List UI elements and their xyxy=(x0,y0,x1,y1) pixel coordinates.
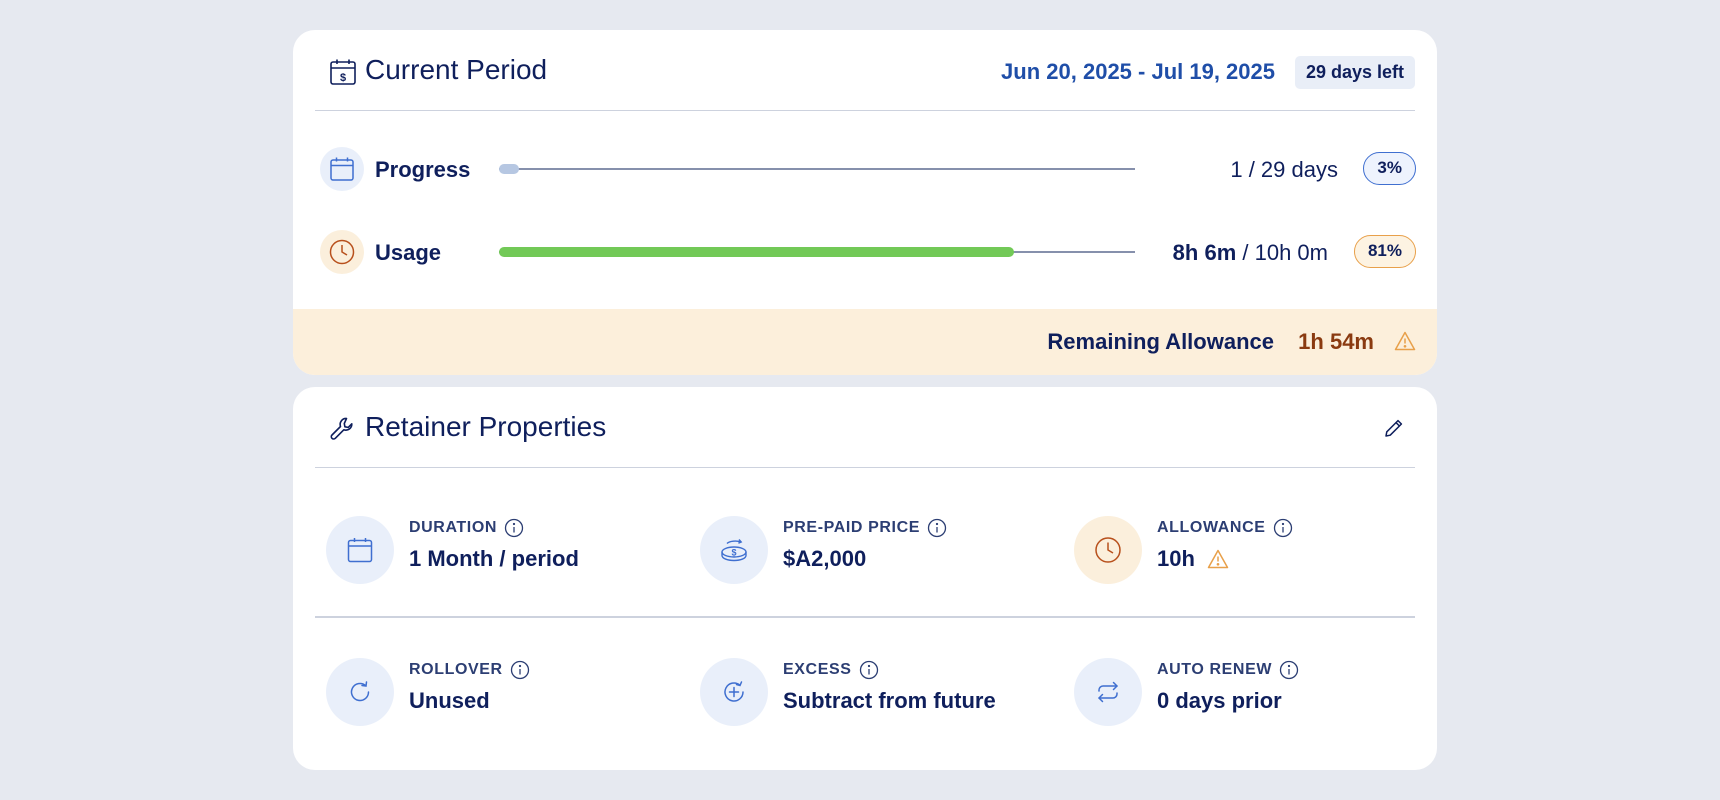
excess-value: Subtract from future xyxy=(783,688,996,713)
allowance-value-row: 10h xyxy=(1157,546,1229,572)
rollover-value: Unused xyxy=(409,688,490,713)
remaining-allowance-banner: Remaining Allowance 1h 54m xyxy=(293,309,1437,375)
period-date-range: Jun 20, 2025 - Jul 19, 2025 xyxy=(1001,59,1275,84)
info-icon[interactable] xyxy=(510,660,530,680)
usage-total: 10h 0m xyxy=(1254,240,1328,265)
property-prepaid-price: $ PRE-PAID PRICE $A2,000 xyxy=(700,516,1060,584)
svg-text:$: $ xyxy=(340,72,346,84)
retainer-properties-title: Retainer Properties xyxy=(365,411,607,442)
allowance-value: 10h xyxy=(1157,546,1195,571)
info-icon[interactable] xyxy=(859,660,879,680)
calendar-icon xyxy=(326,516,394,584)
info-icon[interactable] xyxy=(927,518,947,538)
property-rollover: ROLLOVER Unused xyxy=(326,658,686,726)
property-allowance: ALLOWANCE 10h xyxy=(1074,516,1434,584)
current-period-title: Current Period xyxy=(365,54,548,85)
excess-label: EXCESS xyxy=(783,661,852,678)
days-left-badge: 29 days left xyxy=(1294,56,1415,89)
info-icon[interactable] xyxy=(504,518,524,538)
progress-bar xyxy=(499,164,1135,174)
edit-pencil-icon[interactable] xyxy=(1381,415,1407,441)
info-icon[interactable] xyxy=(1273,518,1293,538)
wrench-icon xyxy=(330,417,353,440)
coins-icon: $ xyxy=(700,516,768,584)
calendar-dollar-icon: $ xyxy=(330,59,356,85)
usage-percent-badge: 81% xyxy=(1353,235,1416,268)
progress-bar-fill xyxy=(499,164,519,174)
property-label: ROLLOVER xyxy=(409,660,530,680)
allowance-label: ALLOWANCE xyxy=(1157,519,1266,536)
usage-row: Usage 8h 6m / 10h 0m 81% xyxy=(293,230,1437,274)
prepaid-price-label: PRE-PAID PRICE xyxy=(783,519,921,536)
property-label: AUTO RENEW xyxy=(1157,660,1299,680)
property-label: DURATION xyxy=(409,518,524,538)
retainer-properties-card: Retainer Properties DURATION 1 Month / p… xyxy=(293,387,1437,770)
warning-icon xyxy=(1207,549,1229,569)
progress-value: 1 / 29 days xyxy=(1230,157,1338,182)
properties-divider xyxy=(315,616,1415,618)
duration-label: DURATION xyxy=(409,519,498,536)
retainer-properties-header: Retainer Properties xyxy=(315,387,1415,468)
usage-value: 8h 6m / 10h 0m xyxy=(1173,240,1328,266)
current-period-card: $ Current Period Jun 20, 2025 - Jul 19, … xyxy=(293,30,1437,375)
prepaid-price-value: $A2,000 xyxy=(783,546,867,571)
rollover-label: ROLLOVER xyxy=(409,661,503,678)
property-duration: DURATION 1 Month / period xyxy=(326,516,686,584)
property-excess: EXCESS Subtract from future xyxy=(700,658,1060,726)
remaining-allowance-label: Remaining Allowance xyxy=(1047,329,1274,354)
remaining-allowance-value: 1h 54m xyxy=(1298,329,1374,354)
duration-value: 1 Month / period xyxy=(409,546,579,571)
info-icon[interactable] xyxy=(1279,660,1299,680)
usage-separator: / xyxy=(1236,240,1255,265)
usage-used: 8h 6m xyxy=(1172,240,1237,265)
usage-clock-icon xyxy=(320,230,364,274)
repeat-icon xyxy=(1074,658,1142,726)
property-label: EXCESS xyxy=(783,660,879,680)
progress-percent-badge: 3% xyxy=(1363,152,1416,185)
rotate-icon xyxy=(326,658,394,726)
plus-circle-icon xyxy=(700,658,768,726)
auto-renew-label: AUTO RENEW xyxy=(1157,661,1273,678)
clock-icon xyxy=(1074,516,1142,584)
property-label: ALLOWANCE xyxy=(1157,518,1293,538)
usage-label: Usage xyxy=(375,240,442,265)
current-period-header: $ Current Period Jun 20, 2025 - Jul 19, … xyxy=(315,30,1415,111)
usage-bar xyxy=(499,247,1135,257)
progress-row: Progress 1 / 29 days 3% xyxy=(293,147,1437,191)
progress-label: Progress xyxy=(375,157,471,182)
progress-calendar-icon xyxy=(320,147,364,191)
auto-renew-value: 0 days prior xyxy=(1157,688,1282,713)
svg-text:$: $ xyxy=(731,548,736,558)
property-auto-renew: AUTO RENEW 0 days prior xyxy=(1074,658,1434,726)
usage-bar-fill xyxy=(499,247,1015,257)
warning-icon xyxy=(1394,331,1416,351)
property-label: PRE-PAID PRICE xyxy=(783,518,947,538)
